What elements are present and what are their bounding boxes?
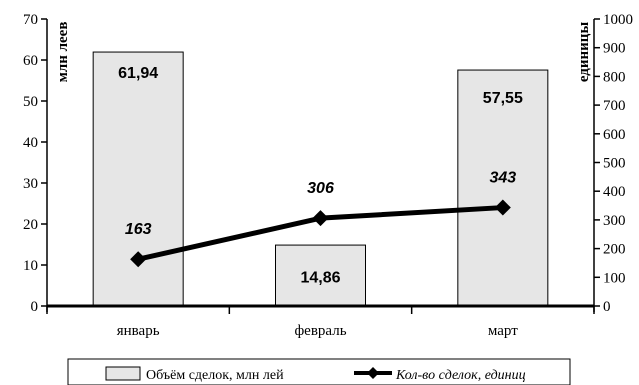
line-value-label: 306 (307, 180, 334, 197)
y-tick-label-right: 600 (603, 127, 626, 143)
line-point-2 (312, 210, 329, 227)
x-tick-label: январь (117, 323, 160, 339)
legend-bar-label: Объём сделок, млн лей (146, 368, 284, 383)
axes-layer: 0102030405060700100200300400500600700800… (23, 12, 633, 339)
line-layer: 163 306 343 (125, 170, 516, 268)
y-tick-label-left: 50 (23, 94, 38, 110)
legend-bar-swatch (105, 366, 141, 381)
y-tick-label-right: 500 (603, 156, 626, 172)
y-axis-label-right: единицы (576, 22, 592, 83)
x-tick-label: февраль (294, 323, 346, 339)
y-tick-label-left: 0 (31, 299, 39, 315)
bar-value-label: 14,86 (300, 270, 340, 287)
bar-value-label: 61,94 (118, 65, 158, 82)
y-tick-label-right: 800 (603, 69, 626, 85)
legend-line-marker (367, 367, 379, 379)
y-tick-label-right: 300 (603, 213, 626, 229)
y-tick-label-left: 60 (23, 53, 38, 69)
legend-frame (67, 358, 571, 385)
y-tick-label-right: 900 (603, 41, 626, 57)
y-tick-label-right: 700 (603, 98, 626, 114)
bar-1 (92, 51, 184, 307)
y-tick-label-left: 20 (23, 217, 38, 233)
line-point-3 (494, 199, 511, 216)
y-tick-label-right: 0 (603, 299, 611, 315)
line-value-label: 343 (489, 170, 516, 187)
bar-value-label: 57,55 (483, 90, 523, 107)
legend: Объём сделок, млн лей Кол-во сделок, еди… (67, 358, 571, 385)
y-tick-label-right: 100 (603, 270, 626, 286)
bar-2 (275, 244, 366, 307)
y-tick-label-left: 40 (23, 135, 38, 151)
y-tick-label-left: 30 (23, 176, 38, 192)
y-tick-label-right: 1000 (603, 12, 633, 28)
y-tick-label-left: 70 (23, 12, 38, 28)
y-tick-label-right: 200 (603, 242, 626, 258)
y-tick-label-right: 400 (603, 184, 626, 200)
y-axis-label-left: млн леев (55, 22, 71, 83)
bar-layer: 61,94 14,86 57,55 (92, 51, 549, 307)
x-tick-label: март (488, 323, 518, 339)
legend-line-label: Кол-во сделок, единиц (395, 368, 526, 383)
line-value-label: 163 (125, 221, 152, 238)
bar-3 (457, 69, 549, 307)
y-tick-label-left: 10 (23, 258, 38, 274)
line-point-1 (130, 251, 147, 268)
